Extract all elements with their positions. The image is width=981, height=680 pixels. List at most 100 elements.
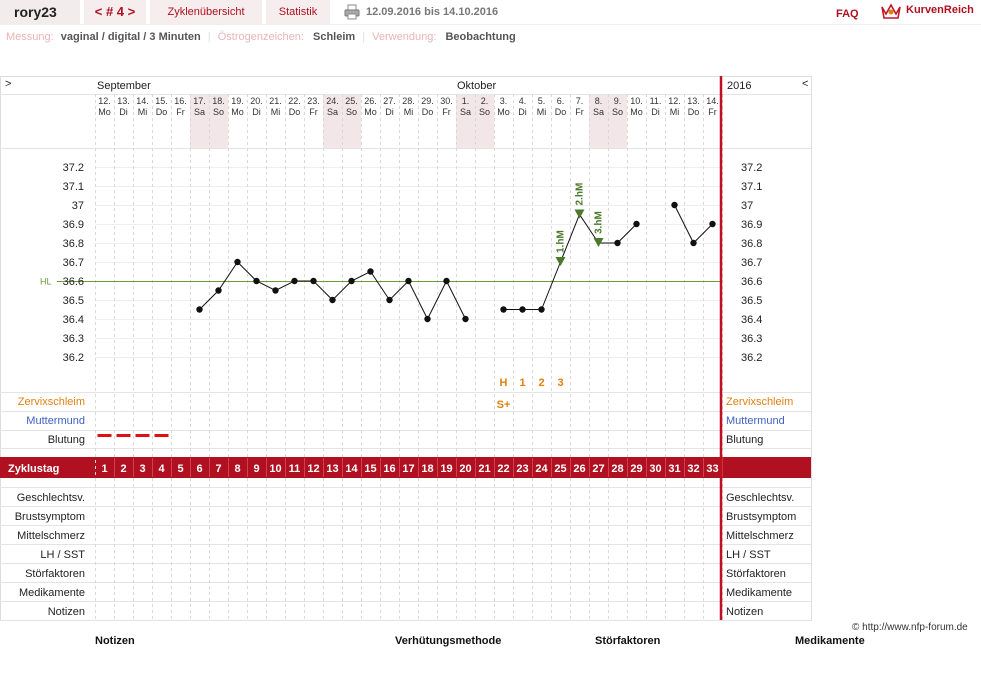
estrogen-label: Östrogenzeichen: — [217, 31, 304, 43]
temperature-point[interactable] — [253, 277, 260, 285]
day-weekday-label: Mi — [271, 107, 281, 117]
temperature-point[interactable] — [405, 277, 412, 285]
tab-cycle-overview[interactable]: Zyklenübersicht — [150, 0, 262, 24]
day-date-label: 26. — [364, 96, 377, 106]
footer-disturbances-title: Störfaktoren — [595, 635, 661, 647]
row-label-extra: Brustsymptom — [726, 511, 796, 523]
temperature-point[interactable] — [196, 306, 203, 313]
day-weekday-label: Fr — [442, 107, 451, 117]
cycle-navigation[interactable]: < # 4 > — [84, 0, 146, 24]
day-weekday-label: Fr — [708, 107, 717, 117]
cycle-day-number: 30 — [649, 463, 661, 475]
temperature-point[interactable] — [614, 239, 621, 247]
temp-axis-label-left: 37 — [72, 200, 84, 212]
temperature-point[interactable] — [709, 220, 716, 228]
day-weekday-label: Mo — [497, 107, 510, 117]
temperature-point[interactable] — [633, 220, 640, 228]
day-date-label: 23. — [307, 96, 320, 106]
temp-axis-label-left: 36.4 — [63, 314, 84, 326]
month-label-september: September — [97, 80, 151, 92]
temperature-point[interactable] — [690, 239, 697, 247]
weekend-shade — [323, 94, 342, 148]
temp-axis-label-right: 36.2 — [741, 352, 762, 364]
cycle-day-number: 26 — [573, 463, 585, 475]
day-weekday-label: Mo — [231, 107, 244, 117]
weekend-shade — [589, 94, 608, 148]
measure-label: Messung: — [6, 31, 54, 43]
day-weekday-label: Fr — [309, 107, 318, 117]
cycle-day-number: 21 — [478, 463, 490, 475]
temperature-point[interactable] — [291, 277, 298, 285]
day-weekday-label: Do — [688, 107, 700, 117]
temp-axis-label-left: 37.2 — [63, 162, 84, 174]
day-date-label: 15. — [155, 96, 168, 106]
day-weekday-label: So — [612, 107, 623, 117]
temperature-point[interactable] — [215, 287, 222, 294]
day-date-label: 13. — [117, 96, 130, 106]
cycle-day-number: 13 — [326, 463, 338, 475]
day-weekday-label: Sa — [327, 107, 338, 117]
weekend-shade — [456, 94, 475, 148]
temperature-point[interactable] — [329, 296, 336, 304]
temperature-point[interactable] — [386, 296, 393, 304]
day-date-label: 27. — [383, 96, 396, 106]
higher-measurement-marker — [555, 257, 566, 266]
temperature-point[interactable] — [671, 201, 678, 209]
usage-label: Verwendung: — [372, 31, 437, 43]
day-date-label: 7. — [576, 96, 584, 106]
cycle-day-number: 3 — [139, 463, 145, 475]
faq-link[interactable]: FAQ — [836, 8, 859, 20]
cycle-day-number: 20 — [459, 463, 471, 475]
temperature-point[interactable] — [424, 315, 431, 323]
day-weekday-label: Mi — [138, 107, 148, 117]
footer-notes-title: Notizen — [95, 635, 135, 647]
higher-measurement-marker — [593, 238, 604, 247]
day-weekday-label: Mo — [98, 107, 111, 117]
month-label-october: Oktober — [457, 80, 496, 92]
temperature-point[interactable] — [367, 268, 374, 275]
header-divider — [0, 24, 981, 25]
temperature-point[interactable] — [462, 315, 469, 323]
row-label-extra: Notizen — [726, 606, 763, 618]
copyright: © http://www.nfp-forum.de — [852, 622, 968, 633]
day-weekday-label: Mi — [537, 107, 547, 117]
weekend-shade — [608, 94, 627, 148]
cycle-day-number: 18 — [421, 463, 433, 475]
temperature-point[interactable] — [234, 258, 241, 266]
scroll-right-arrow: < — [802, 78, 808, 90]
cycle-day-number: 15 — [364, 463, 376, 475]
row-label-extra: Geschlechtsv. — [726, 492, 794, 504]
tab-statistics[interactable]: Statistik — [266, 0, 330, 24]
day-weekday-label: Do — [289, 107, 301, 117]
temp-axis-label-right: 37.1 — [741, 181, 762, 193]
day-date-label: 8. — [595, 96, 603, 106]
temperature-point[interactable] — [272, 287, 279, 294]
mucus-code: 3 — [557, 377, 563, 389]
day-date-label: 1. — [462, 96, 470, 106]
day-weekday-label: Mi — [670, 107, 680, 117]
temp-axis-label-left: 37.1 — [63, 181, 84, 193]
temperature-point[interactable] — [500, 306, 507, 313]
temperature-point[interactable] — [519, 306, 526, 313]
temperature-point[interactable] — [538, 306, 545, 313]
cycle-day-number: 10 — [269, 463, 281, 475]
day-date-label: 14. — [706, 96, 719, 106]
row-label-extra: Brustsymptom — [15, 511, 85, 523]
day-weekday-label: So — [213, 107, 224, 117]
day-weekday-label: Di — [252, 107, 261, 117]
higher-measurement-marker — [574, 209, 585, 219]
day-date-label: 6. — [557, 96, 565, 106]
row-label-extra: Medikamente — [19, 587, 85, 599]
row-label-extra: LH / SST — [40, 549, 85, 561]
printer-icon[interactable] — [344, 4, 360, 20]
temperature-point[interactable] — [443, 277, 450, 285]
temp-axis-label-right: 37 — [741, 200, 753, 212]
temperature-point[interactable] — [348, 277, 355, 285]
measurement-info: Messung: vaginal / digital / 3 Minuten |… — [6, 30, 516, 44]
user-name: rory23 — [0, 0, 80, 24]
temperature-point[interactable] — [310, 277, 317, 285]
day-date-label: 25. — [345, 96, 358, 106]
day-date-label: 9. — [614, 96, 622, 106]
cycle-day-number: 23 — [516, 463, 528, 475]
temp-axis-label-right: 36.8 — [741, 238, 762, 250]
